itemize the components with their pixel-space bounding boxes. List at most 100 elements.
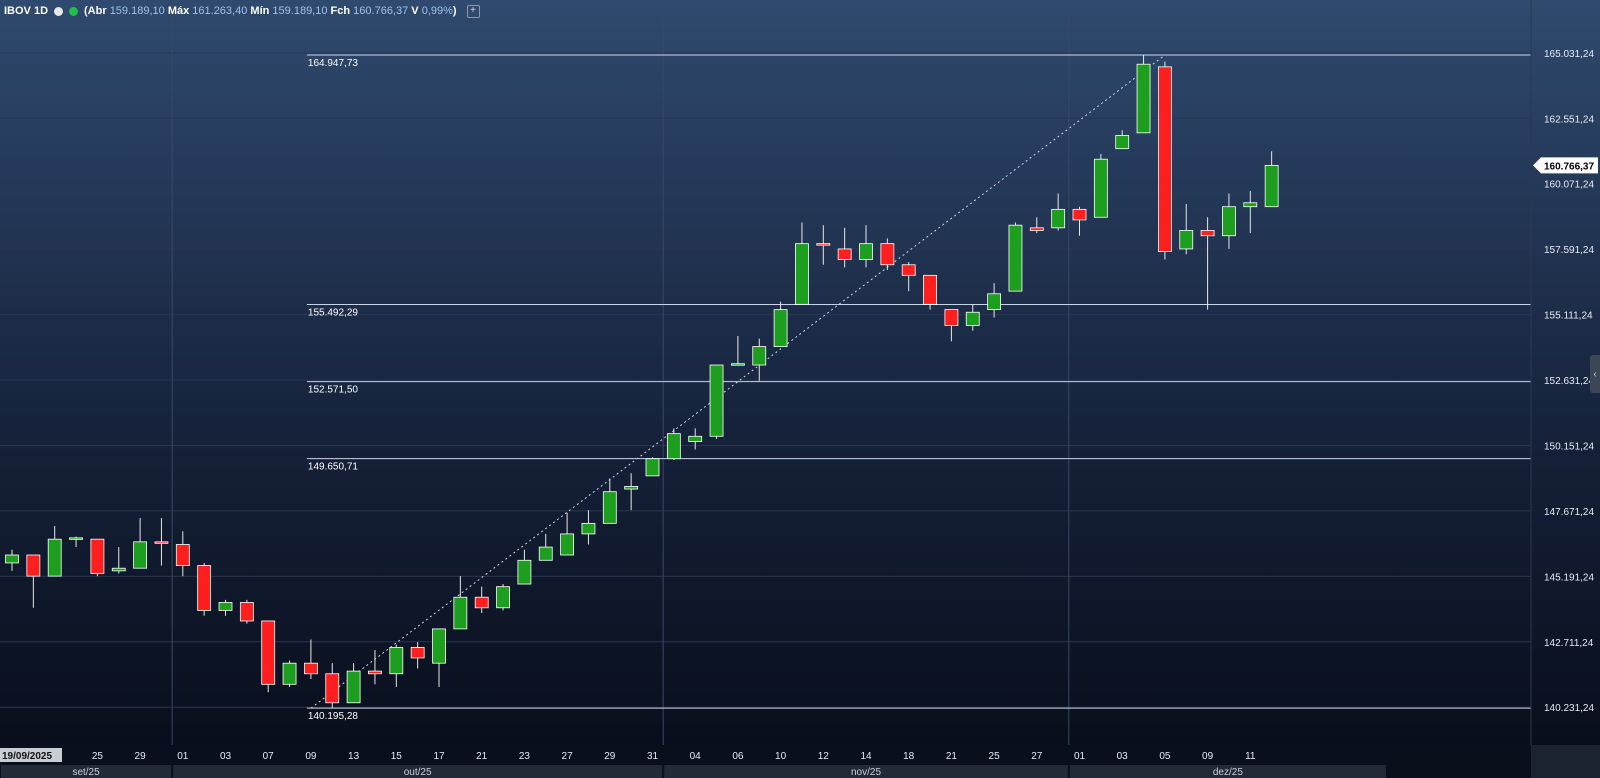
candle[interactable] [261,620,276,693]
candle[interactable] [944,309,959,342]
candle[interactable] [111,547,126,574]
candle-body[interactable] [303,662,318,675]
candle[interactable] [1179,204,1194,255]
candle[interactable] [26,554,41,608]
candle[interactable] [5,549,19,571]
candle-body[interactable] [752,346,767,366]
candle[interactable] [731,336,745,366]
candle[interactable] [410,642,425,669]
candle-body[interactable] [965,311,980,326]
side-panel-toggle[interactable]: ‹ [1590,355,1600,393]
candle-body[interactable] [1200,230,1215,237]
candle[interactable] [346,663,361,704]
candle-body[interactable] [859,243,873,260]
candle[interactable] [474,586,489,614]
candle-body[interactable] [987,293,1001,311]
candle[interactable] [1222,193,1236,249]
candle-body[interactable] [731,363,745,366]
add-indicator-button[interactable]: + [466,4,480,18]
candle-body[interactable] [1158,66,1172,252]
candle[interactable] [69,536,83,548]
candle[interactable] [239,599,254,624]
candle-body[interactable] [880,243,895,266]
candle-body[interactable] [645,458,660,477]
candle-body[interactable] [1072,208,1087,221]
candle[interactable] [624,473,639,511]
candle[interactable] [645,457,660,477]
candle-body[interactable] [1136,63,1151,134]
candle[interactable] [517,549,532,585]
candle[interactable] [1264,151,1279,208]
candle-body[interactable] [239,602,254,622]
candle[interactable] [709,364,724,439]
candle[interactable] [1072,206,1087,236]
candle-body[interactable] [389,646,404,675]
candle-body[interactable] [47,538,62,577]
status-dot-icon[interactable] [69,6,79,16]
candle-body[interactable] [816,243,831,246]
trend-line[interactable] [310,54,1166,709]
candle-body[interactable] [368,670,382,675]
candle-body[interactable] [773,309,788,347]
candle[interactable] [1029,217,1044,234]
candle[interactable] [795,222,809,305]
candle[interactable] [453,576,468,630]
candle[interactable] [432,628,446,687]
candle-body[interactable] [517,559,532,585]
candle[interactable] [1093,153,1108,218]
candle[interactable] [581,510,596,545]
candle[interactable] [218,599,233,616]
candle-body[interactable] [666,433,681,460]
candle-body[interactable] [90,538,105,574]
candle[interactable] [90,538,105,577]
candle-body[interactable] [1029,227,1044,231]
candle[interactable] [816,225,831,265]
candle-body[interactable] [624,486,639,490]
candle-body[interactable] [1243,202,1258,208]
candle-body[interactable] [282,662,297,685]
candle-body[interactable] [453,596,468,630]
candle[interactable] [901,262,916,292]
candle[interactable] [1115,130,1130,150]
candle-body[interactable] [1093,158,1108,218]
candle-body[interactable] [218,602,233,611]
candle[interactable] [880,238,895,271]
candle-body[interactable] [709,364,724,437]
candle-body[interactable] [410,646,425,659]
candle-body[interactable] [432,628,446,664]
candle[interactable] [538,533,553,561]
candle-body[interactable] [26,554,41,577]
candle-body[interactable] [795,243,809,305]
candle[interactable] [389,644,404,687]
candle-body[interactable] [197,565,212,611]
candle-body[interactable] [261,620,276,685]
candle[interactable] [560,512,574,556]
candle-body[interactable] [346,670,361,704]
candle[interactable] [1008,222,1023,292]
candle[interactable] [368,650,382,685]
candle-body[interactable] [325,673,340,704]
candle[interactable] [1243,190,1258,234]
candle-body[interactable] [1051,208,1066,229]
candle-body[interactable] [5,554,19,564]
candle-body[interactable] [901,264,916,276]
candles[interactable] [5,54,1279,709]
candle[interactable] [965,304,980,331]
candle-body[interactable] [1115,135,1130,150]
candle[interactable] [923,274,937,310]
candle[interactable] [987,283,1001,318]
candle-body[interactable] [1222,206,1236,237]
candle[interactable] [282,660,297,687]
candle[interactable] [303,639,318,680]
candle-body[interactable] [560,533,574,556]
hide-series-icon[interactable] [54,6,64,16]
candle-body[interactable] [133,541,148,569]
candle-body[interactable] [69,537,83,540]
candle-body[interactable] [154,541,169,544]
candle[interactable] [602,478,617,524]
candle[interactable] [666,428,681,461]
candle[interactable] [496,584,510,611]
candle[interactable] [154,518,169,566]
